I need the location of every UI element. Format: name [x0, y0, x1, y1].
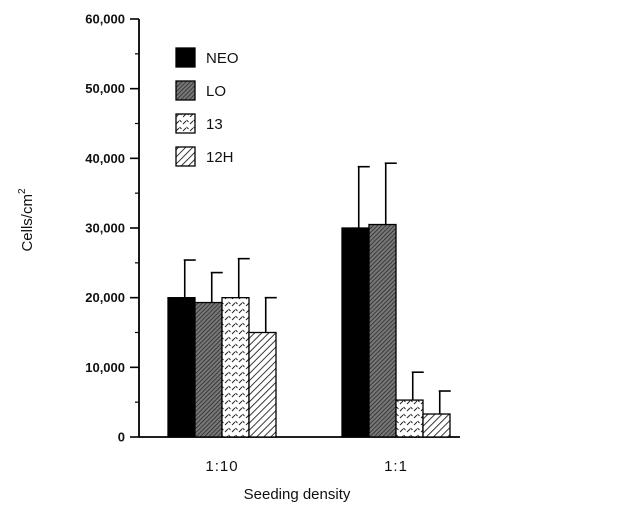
y-tick-label: 60,000	[85, 12, 125, 27]
legend: NEO LO 13 12H	[175, 47, 239, 167]
y-axis-title-superscript: 2	[17, 188, 28, 194]
legend-label: NEO	[206, 50, 239, 67]
y-tick-label: 20,000	[85, 290, 125, 305]
bar	[395, 399, 424, 438]
legend-label: 13	[206, 116, 223, 133]
legend-label: LO	[206, 83, 226, 100]
bar	[248, 331, 277, 438]
bar	[167, 297, 196, 438]
legend-swatch	[175, 80, 196, 101]
axes: 0 10,000 20,000 30,000 40,000 50,000 60,000 1:1…	[85, 12, 460, 475]
x-axis-title: Seeding density	[244, 486, 351, 503]
y-tick-label: 0	[118, 430, 125, 445]
bar	[368, 223, 397, 438]
y-tick-label: 30,000	[85, 221, 125, 236]
legend-label: 12H	[206, 149, 234, 166]
bar	[422, 413, 451, 438]
bars	[167, 162, 451, 438]
y-tick-label: 40,000	[85, 151, 125, 166]
y-tick-label: 10,000	[85, 360, 125, 375]
x-tick-label: 1:1	[384, 458, 408, 475]
legend-swatch	[175, 47, 196, 68]
y-tick-label: 50,000	[85, 81, 125, 96]
x-tick-label: 1:10	[205, 458, 238, 475]
legend-swatch	[175, 146, 196, 167]
bar	[341, 227, 370, 438]
y-axis-title-text: Cells/cm	[19, 194, 36, 252]
y-axis-title: Cells/cm2	[17, 188, 36, 252]
bar	[194, 301, 223, 438]
bar	[221, 297, 250, 438]
legend-swatch	[175, 113, 196, 134]
